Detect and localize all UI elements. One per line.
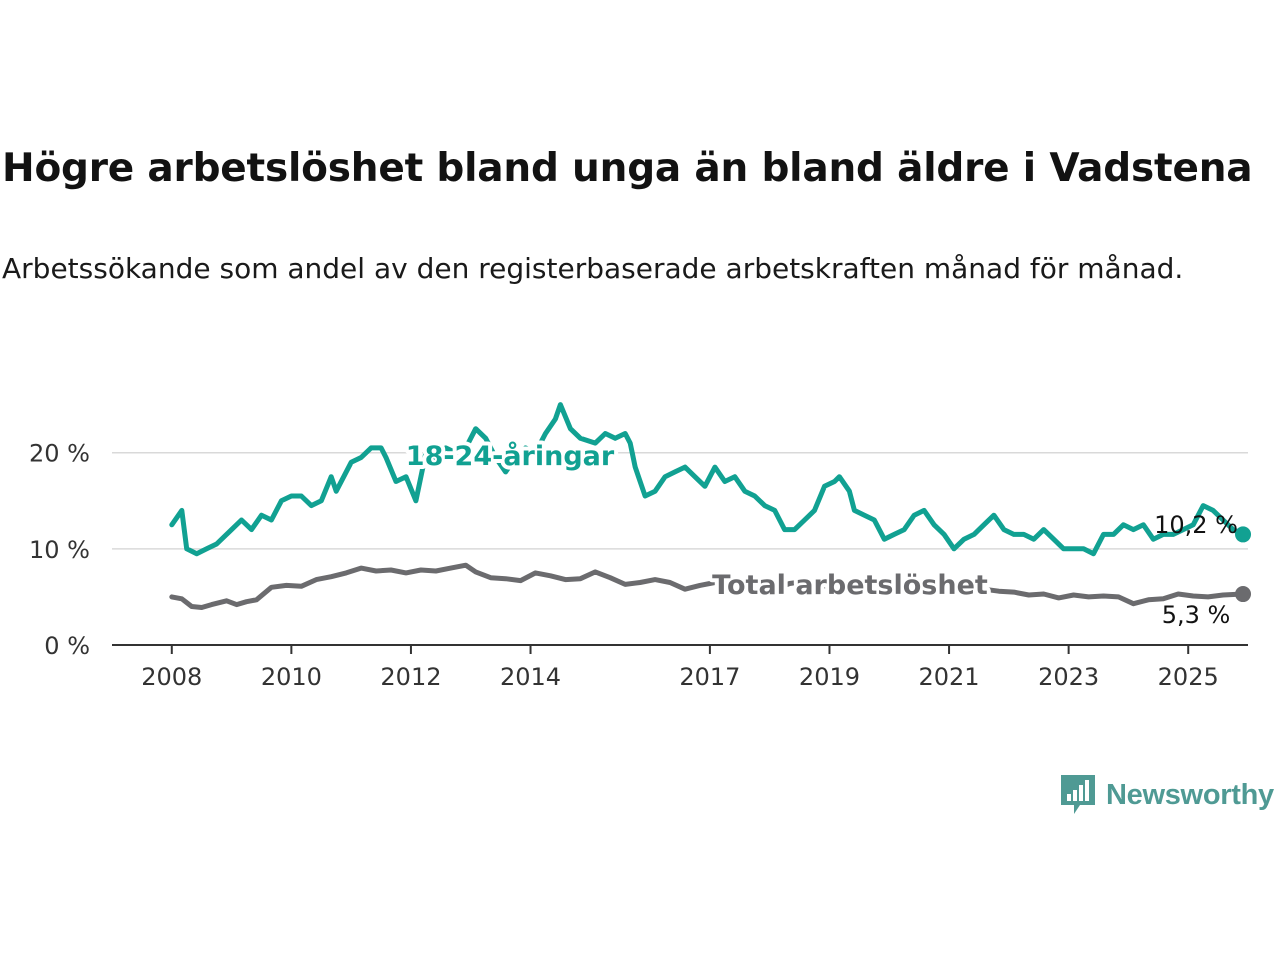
brand: Newsworthy (1058, 772, 1274, 818)
series-line-1 (169, 562, 1246, 610)
series-end-point-1 (1235, 586, 1252, 603)
x-axis: 2008 2010 2012 2014 2017 2019 2021 2023 2025 (141, 645, 1219, 691)
series-name-label-0: 18-24-åringar (406, 440, 615, 472)
newsworthy-logo-icon (1061, 775, 1095, 814)
series-line-0 (169, 402, 1246, 557)
y-grid (112, 451, 1248, 550)
series-end-label-0: 10,2 % (1154, 511, 1238, 539)
x-tick-label: 2017 (679, 663, 740, 691)
x-tick-label: 2025 (1158, 663, 1219, 691)
chart-subtitle: Arbetssökande som andel av den registerb… (2, 252, 1184, 285)
y-axis: 0 % 10 % 20 % (29, 440, 90, 660)
series-name-label-1: Total arbetslöshet (712, 570, 988, 601)
series-lines (169, 402, 1252, 610)
x-tick-label: 2012 (380, 663, 441, 691)
x-tick-label: 2019 (799, 663, 860, 691)
series-labels: 18-24-åringar Total arbetslöshet 10,2 % 5,3… (402, 436, 1238, 629)
chart-title: Högre arbetslöshet bland unga än bland ä… (2, 146, 1253, 191)
x-tick-label: 2021 (919, 663, 980, 691)
y-tick-label: 20 % (29, 440, 90, 468)
x-tick-label: 2008 (141, 663, 202, 691)
y-tick-label: 0 % (44, 632, 90, 660)
x-tick-label: 2010 (261, 663, 322, 691)
x-tick-label: 2023 (1038, 663, 1099, 691)
brand-name: Newsworthy (1106, 778, 1274, 811)
y-tick-label: 10 % (29, 536, 90, 564)
series-end-label-1: 5,3 % (1162, 601, 1231, 629)
x-tick-label: 2014 (500, 663, 561, 691)
series-end-point-0 (1235, 526, 1252, 543)
